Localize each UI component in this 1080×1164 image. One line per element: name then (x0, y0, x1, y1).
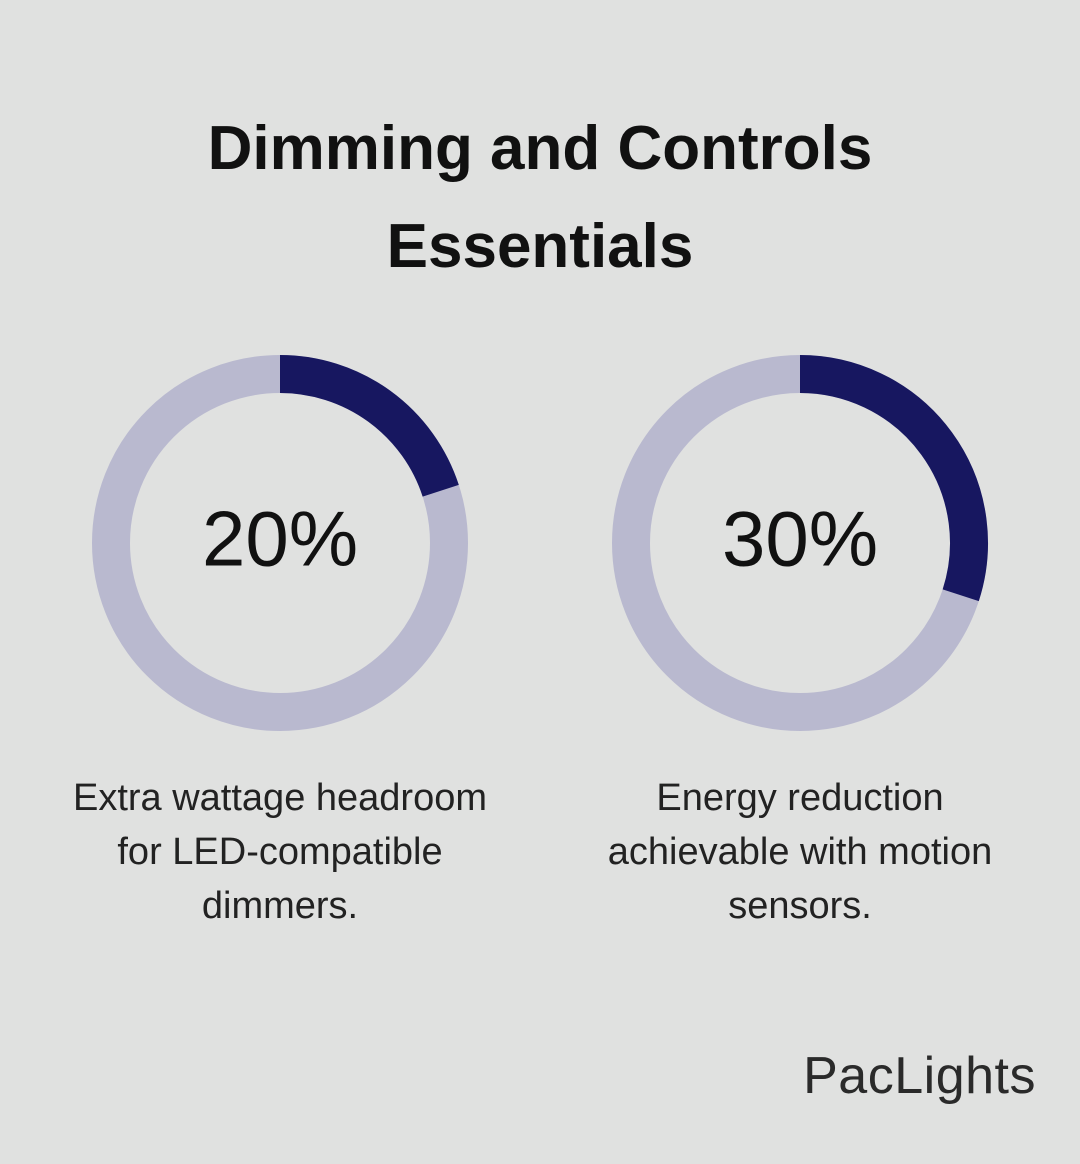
value-label: 20% (202, 495, 358, 583)
donut-chart: 20% (92, 355, 468, 731)
caption: Energy reduction achievable with motion … (607, 777, 993, 927)
title: Dimming and Controls Essentials (207, 114, 873, 281)
value-label: 30% (722, 495, 878, 583)
caption: Extra wattage headroom for LED-compatibl… (72, 777, 487, 927)
donut-arc (799, 355, 988, 602)
brand-logo: PacLights (803, 1047, 1036, 1105)
donut-chart: 30% (612, 355, 988, 731)
donut-arc (279, 355, 459, 498)
